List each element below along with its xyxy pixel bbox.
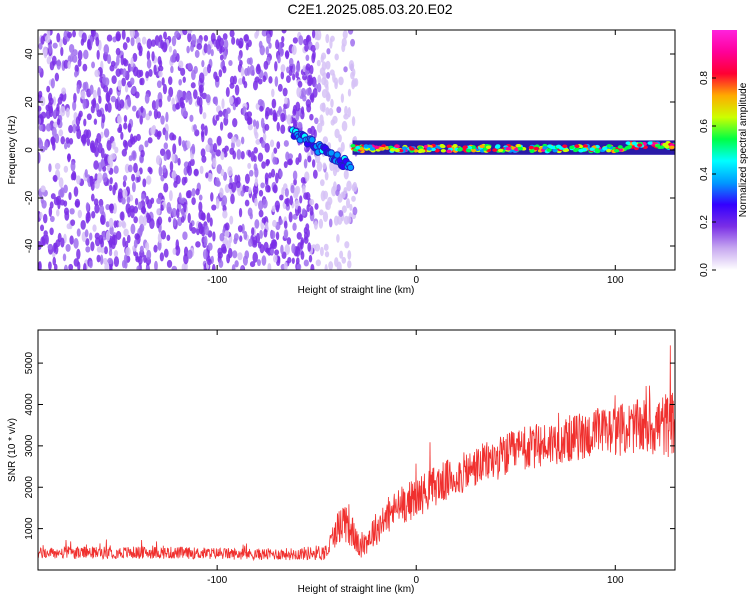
snr-x-tick-label: 100 — [607, 575, 624, 586]
snr-frame — [37, 329, 676, 571]
snr-x-ticks: -100 0 100 — [207, 330, 624, 586]
colorbar-tick-label: 0.8 — [699, 71, 710, 85]
colorbar-ticks: 0.0 0.2 0.4 0.6 0.8 — [699, 71, 716, 277]
spectrogram-y-tick-label: 20 — [24, 96, 35, 108]
spectrogram-x-ticks: -100 0 100 — [207, 30, 624, 286]
colorbar-gradient — [712, 30, 737, 270]
spectrogram-y-tick-label: 40 — [24, 48, 35, 60]
spectrogram-region — [38, 30, 319, 270]
spectrogram-y-ticks: -40 -20 0 20 40 — [24, 48, 675, 253]
spectrogram-panel: -100 0 100 -40 -20 0 20 40 Height of straight … — [7, 29, 676, 296]
snr-y-ticks: 1000 2000 3000 4000 5000 — [24, 352, 675, 540]
spectrogram-region — [314, 30, 359, 270]
colorbar-label: Normalized spectral amplitude — [738, 82, 749, 217]
snr-y-tick-label: 3000 — [24, 434, 35, 457]
snr-x-tick-label: 0 — [413, 575, 419, 586]
spectrogram-region — [289, 126, 355, 172]
colorbar-tick-label: 0.0 — [699, 263, 710, 277]
colorbar-tick-label: 0.2 — [699, 215, 710, 229]
colorbar-tick-label: 0.6 — [699, 119, 710, 133]
spectrogram-y-tick-label: -40 — [24, 238, 35, 253]
spectrogram-heatmap — [38, 30, 675, 270]
spectrogram-x-label: Height of straight line (km) — [298, 285, 415, 296]
snr-y-tick-label: 4000 — [24, 393, 35, 416]
spectrogram-x-tick-label: -100 — [207, 275, 227, 286]
snr-line-series — [38, 345, 675, 562]
spectrogram-x-tick-label: 100 — [607, 275, 624, 286]
snr-panel: -100 0 100 1000 2000 3000 4000 5000 Height of … — [7, 329, 676, 595]
snr-y-tick-label: 2000 — [24, 476, 35, 499]
spectrogram-x-tick-label: 0 — [413, 275, 419, 286]
spectrogram-y-tick-label: 0 — [24, 147, 35, 153]
colorbar: 0.0 0.2 0.4 0.6 0.8 Normalized spectral ampl… — [699, 30, 749, 277]
snr-y-tick-label: 5000 — [24, 352, 35, 375]
colorbar-tick-label: 0.4 — [699, 167, 710, 181]
snr-x-tick-label: -100 — [207, 575, 227, 586]
spectrogram-y-label: Frequency (Hz) — [7, 116, 18, 185]
spectrogram-y-tick-label: -20 — [24, 190, 35, 205]
snr-y-tick-label: 1000 — [24, 517, 35, 540]
spectrogram-region — [350, 140, 675, 155]
figure-title: C2E1.2025.085.03.20.E02 — [287, 1, 452, 17]
snr-series-line — [38, 345, 675, 562]
snr-x-label: Height of straight line (km) — [298, 584, 415, 595]
snr-y-label: SNR (10 * v/v) — [7, 418, 18, 482]
